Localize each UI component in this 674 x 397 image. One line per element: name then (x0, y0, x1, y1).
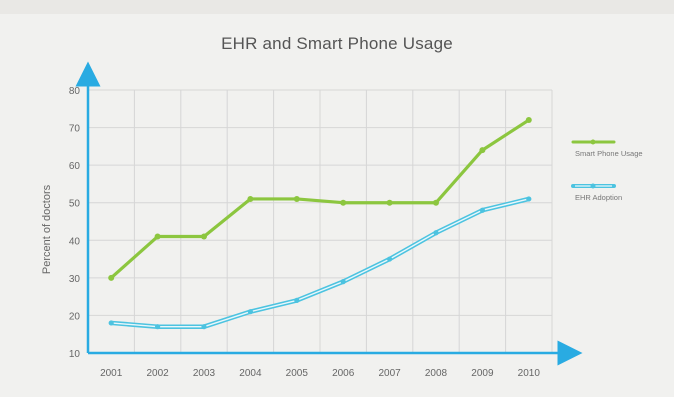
x-tick-label: 2003 (193, 368, 216, 379)
x-tick-label: 2001 (100, 368, 123, 379)
top-strip (0, 0, 674, 14)
legend: Smart Phone Usage EHR Adoption (571, 139, 643, 202)
x-tick-label: 2006 (332, 368, 355, 379)
grid-lines (88, 89, 553, 353)
axes (75, 61, 583, 366)
y-tick-label: 20 (69, 311, 81, 322)
data-point (526, 196, 532, 202)
legend-marker (590, 139, 596, 145)
data-point (294, 297, 300, 303)
data-point (154, 233, 161, 240)
data-point (247, 195, 254, 202)
data-point (433, 230, 439, 236)
y-axis-label: Percent of doctors (41, 184, 53, 274)
data-point (479, 207, 485, 213)
x-tick-label: 2004 (239, 368, 262, 379)
y-tick-label: 80 (69, 86, 81, 97)
data-point (201, 233, 207, 240)
x-tick-label: 2008 (425, 368, 448, 379)
data-point (479, 147, 486, 154)
y-tick-label: 70 (69, 124, 81, 135)
series-line-0 (109, 118, 531, 280)
legend-label: EHR Adoption (575, 193, 622, 202)
x-tick-label: 2009 (471, 368, 494, 379)
data-point (108, 274, 115, 281)
x-tick-label: 2002 (146, 368, 169, 379)
series-line-highlight (110, 198, 530, 328)
y-tick-label: 60 (69, 161, 81, 172)
data-point (386, 199, 393, 206)
data-point (108, 320, 114, 326)
y-tick-label: 50 (69, 199, 81, 210)
chart-title: EHR and Smart Phone Usage (221, 34, 453, 53)
data-point (340, 279, 346, 285)
y-tick-label: 40 (69, 236, 81, 247)
y-tick-label: 10 (69, 349, 81, 360)
x-tick-label: 2005 (286, 368, 309, 379)
data-point (155, 324, 161, 330)
x-tick-label: 2007 (378, 368, 401, 379)
data-point (340, 199, 347, 206)
tick-labels: 10 20 30 40 50 60 70 80 2001 2002 2003 2004 2005 2006… (41, 86, 540, 379)
data-point (433, 199, 439, 206)
y-tick-label: 30 (69, 274, 81, 285)
data-point (293, 195, 300, 202)
x-tick-label: 2010 (518, 368, 541, 379)
data-point (387, 256, 393, 262)
data-point (247, 309, 253, 315)
data-point (525, 117, 532, 124)
data-point (201, 324, 207, 330)
legend-label: Smart Phone Usage (575, 149, 643, 158)
legend-marker (590, 183, 596, 189)
series-lines (108, 117, 532, 330)
